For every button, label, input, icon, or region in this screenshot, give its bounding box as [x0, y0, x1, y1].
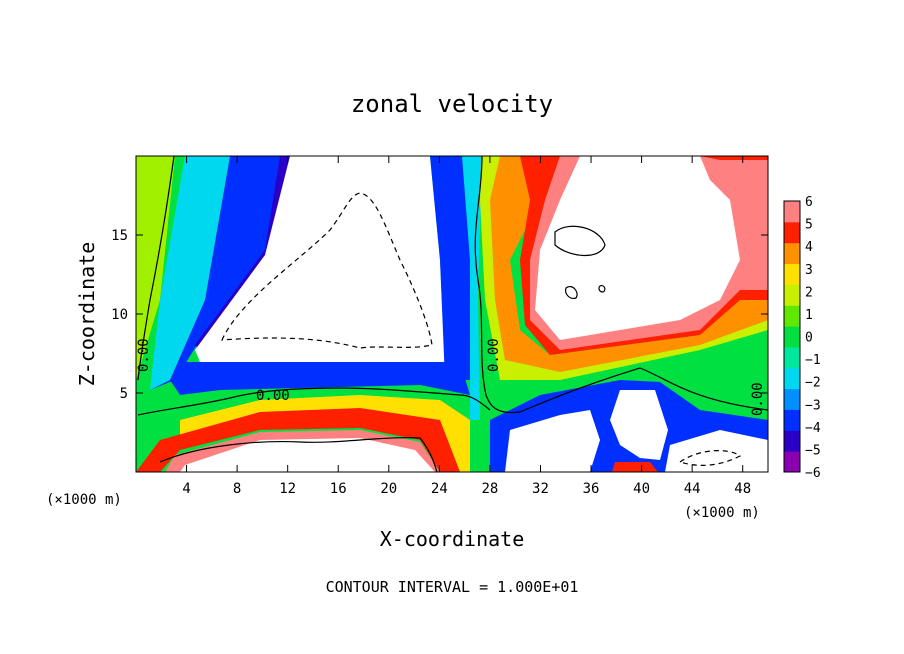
- contour-interval-note: CONTOUR INTERVAL = 1.000E+01: [326, 578, 579, 596]
- colorbar-swatch: [784, 388, 800, 410]
- colorbar-tick-label: 5: [805, 218, 813, 233]
- x-tick-label: 20: [380, 481, 397, 497]
- contour-zero-mid: [137, 387, 491, 416]
- colorbar-tick-label: 0: [805, 331, 813, 346]
- colorbar-frame: [783, 200, 801, 473]
- x-tick-label: 8: [233, 481, 241, 497]
- plot-area: 0.00 0.00 0.00 0.00 4 8 12 16 20 24 28 32 36 40 44…: [111, 155, 769, 497]
- contour-label-right: 0.00: [750, 382, 766, 416]
- colorbar-tick-label: 1: [805, 308, 813, 323]
- chart-title: zonal velocity: [351, 90, 553, 118]
- colorbar-tick-label: −6: [805, 466, 821, 481]
- contour-positive-island: [554, 225, 606, 257]
- colorbar-tick-label: −3: [805, 398, 821, 413]
- contour-positive-lower: [159, 437, 438, 472]
- colorbar-swatch: [784, 326, 800, 348]
- x-tick-label: 40: [633, 481, 650, 497]
- colorbar-swatch: [784, 242, 800, 265]
- contour-label-left: 0.00: [136, 338, 152, 372]
- colorbar-swatch: [784, 346, 800, 369]
- field-lower-right-white-1: [505, 410, 600, 472]
- field-right-white: [535, 156, 740, 340]
- y-axis: 5 10 15: [111, 228, 768, 402]
- colorbar-swatch: [784, 367, 800, 390]
- x-axis: 4 8 12 16 20 24 28 32 36 40 44 48: [182, 156, 751, 497]
- contour-zero-left: [137, 156, 175, 381]
- x-axis-label: X-coordinate: [380, 527, 525, 551]
- colorbar-tick-label: −5: [805, 443, 821, 458]
- x-tick-label: 32: [532, 481, 549, 497]
- x-tick-label: 16: [330, 481, 347, 497]
- colorbar-swatch: [784, 430, 800, 452]
- colorbar-swatch: [784, 305, 800, 327]
- colorbar-swatch: [784, 284, 800, 306]
- y-tick-label: 5: [120, 386, 128, 402]
- colorbar-swatch: [784, 201, 800, 223]
- contour-label-column: 0.00: [486, 338, 502, 372]
- colorbar-tick-label: 6: [805, 195, 813, 210]
- colorbar-tick-label: 4: [805, 240, 813, 255]
- x-tick-label: 36: [583, 481, 600, 497]
- field-right-orange: [490, 156, 768, 372]
- contour-lines: [137, 156, 768, 472]
- field-central-white: [195, 156, 445, 365]
- field-lower-right-red-spot: [612, 462, 658, 472]
- field-mid-blue-band: [170, 362, 470, 395]
- colorbar-swatch: [784, 409, 800, 431]
- contour-label-mid: 0.00: [256, 388, 290, 404]
- field-lower-right-white-2: [610, 390, 668, 460]
- contour-positive-dot-1: [565, 286, 578, 299]
- colorbar-swatch: [784, 263, 800, 285]
- y-unit-label: (×1000 m): [684, 505, 760, 521]
- x-tick-label: 4: [182, 481, 190, 497]
- contour-zero-column: [474, 156, 768, 414]
- field-lower-white: [180, 438, 435, 472]
- contour-negative-lower-right: [678, 450, 742, 466]
- x-tick-label: 48: [734, 481, 751, 497]
- colorbar-tick-label: −2: [805, 376, 821, 391]
- colorbar-swatch: [784, 451, 800, 473]
- x-unit-label: (×1000 m): [46, 492, 122, 508]
- field-lower-red: [136, 408, 460, 472]
- x-tick-label: 28: [481, 481, 498, 497]
- field-left-blue-band: [150, 156, 295, 390]
- y-axis-label: Z-coordinate: [75, 242, 99, 387]
- colorbar-swatch: [784, 221, 800, 244]
- colorbar-tick-label: 2: [805, 285, 813, 300]
- field-column-blue: [430, 156, 470, 380]
- x-tick-label: 12: [279, 481, 296, 497]
- colorbar: 6 5 4 3 2 1 0 −1 −2 −3 −4 −5 −6: [783, 195, 821, 481]
- y-tick-label: 10: [111, 307, 128, 323]
- field-left-cyan-band: [150, 156, 230, 390]
- colorbar-tick-label: 3: [805, 263, 813, 278]
- x-tick-label: 44: [684, 481, 701, 497]
- velocity-field: [136, 156, 768, 472]
- contour-negative-center: [221, 192, 433, 349]
- x-tick-label: 24: [431, 481, 448, 497]
- contour-positive-dot-2: [598, 285, 606, 293]
- y-tick-label: 15: [111, 228, 128, 244]
- colorbar-tick-label: −1: [805, 353, 821, 368]
- colorbar-tick-label: −4: [805, 421, 821, 436]
